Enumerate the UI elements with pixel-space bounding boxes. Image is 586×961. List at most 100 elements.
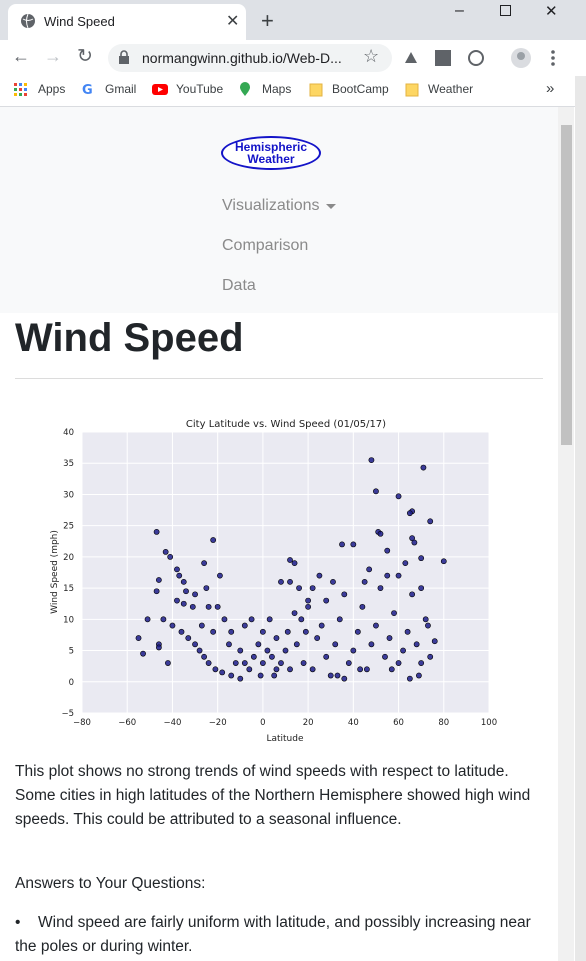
- point: [427, 653, 434, 660]
- point: [169, 622, 176, 629]
- point: [386, 635, 393, 641]
- point: [282, 647, 289, 654]
- point: [273, 666, 280, 673]
- more-bookmarks[interactable]: »: [546, 80, 555, 97]
- bookmark[interactable]: Maps: [262, 82, 292, 96]
- x-tick-label: −80: [73, 718, 91, 728]
- y-tick-label: 0: [69, 678, 74, 688]
- point: [345, 660, 352, 666]
- point: [357, 666, 364, 673]
- point: [350, 541, 357, 548]
- point: [368, 641, 375, 648]
- point: [155, 577, 162, 583]
- bookmark[interactable]: Apps: [38, 82, 66, 96]
- x-tick-label: 0: [260, 718, 265, 728]
- point: [201, 653, 207, 660]
- logo[interactable]: Hemispheric Weather: [221, 136, 321, 170]
- point: [196, 647, 203, 654]
- point: [203, 585, 210, 592]
- point: [219, 669, 226, 676]
- point: [418, 660, 425, 666]
- point: [185, 635, 192, 641]
- point: [384, 547, 391, 554]
- point: [278, 578, 284, 585]
- y-axis-label: Wind Speed (mph): [50, 530, 60, 614]
- point: [287, 578, 293, 585]
- point: [402, 560, 409, 567]
- extensions[interactable]: [402, 48, 572, 68]
- nav-link[interactable]: Data: [222, 277, 256, 294]
- bookmark[interactable]: YouTube: [176, 82, 224, 96]
- maximize[interactable]: [500, 5, 511, 16]
- point: [359, 603, 366, 610]
- bookmark[interactable]: Weather: [428, 82, 474, 96]
- point: [411, 539, 418, 546]
- reload[interactable]: ↻: [77, 46, 93, 67]
- point: [210, 537, 217, 543]
- close-tab[interactable]: ✕: [226, 13, 240, 30]
- point: [241, 622, 248, 629]
- tab[interactable]: [8, 4, 246, 40]
- chart-title: City Latitude vs. Wind Speed (01/05/17): [186, 419, 386, 430]
- point: [418, 555, 425, 562]
- nav-link[interactable]: Comparison: [222, 237, 309, 254]
- point: [160, 616, 167, 623]
- point: [330, 578, 336, 585]
- lock-icon: [119, 50, 129, 64]
- point: [404, 628, 411, 635]
- forward[interactable]: →: [44, 46, 62, 66]
- point: [373, 488, 379, 495]
- point: [291, 560, 298, 567]
- point: [221, 616, 228, 623]
- point: [416, 672, 422, 679]
- omnibox[interactable]: [108, 44, 392, 72]
- point: [431, 638, 438, 645]
- point: [366, 566, 373, 573]
- answer-text: Wind speed are fairly uniform with latit…: [15, 914, 531, 955]
- y-tick-label: −5: [61, 709, 74, 719]
- y-tick-label: 5: [69, 647, 74, 657]
- point: [384, 572, 391, 579]
- point: [257, 672, 264, 679]
- x-tick-label: −60: [118, 718, 136, 728]
- chart: City Latitude vs. Wind Speed (01/05/17) …: [50, 419, 497, 744]
- point: [226, 641, 232, 648]
- point: [314, 635, 321, 641]
- point: [174, 566, 180, 573]
- point: [176, 572, 183, 579]
- point: [341, 591, 348, 598]
- plot-area: [82, 432, 489, 713]
- logo-text: Hemispheric: [234, 140, 308, 154]
- point: [248, 616, 255, 623]
- point: [309, 585, 316, 592]
- point: [302, 628, 309, 635]
- point: [291, 610, 298, 616]
- back[interactable]: ←: [12, 46, 30, 66]
- y-tick-label: 20: [63, 553, 74, 563]
- point: [316, 572, 323, 579]
- point: [323, 597, 330, 604]
- point: [232, 660, 239, 666]
- bookmark[interactable]: BootCamp: [332, 82, 389, 96]
- point: [237, 675, 244, 682]
- point: [336, 616, 343, 623]
- point: [189, 603, 196, 610]
- point: [418, 585, 425, 592]
- bookmark-icons: G: [14, 82, 314, 98]
- point: [217, 572, 223, 579]
- svg-text:G: G: [82, 83, 93, 98]
- point: [382, 653, 388, 660]
- nav-link[interactable]: Visualizations: [222, 197, 320, 214]
- point: [354, 628, 361, 635]
- scrollbar-thumb[interactable]: [561, 125, 572, 445]
- point: [350, 647, 357, 654]
- close-window[interactable]: ✕: [545, 3, 558, 20]
- point: [377, 530, 384, 537]
- minimize[interactable]: –: [455, 2, 464, 19]
- point: [391, 610, 397, 616]
- bookmark[interactable]: Gmail: [105, 82, 137, 96]
- point: [305, 597, 312, 604]
- point: [395, 572, 402, 579]
- bookmark-star[interactable]: ☆: [363, 46, 380, 66]
- new-tab[interactable]: +: [261, 8, 274, 33]
